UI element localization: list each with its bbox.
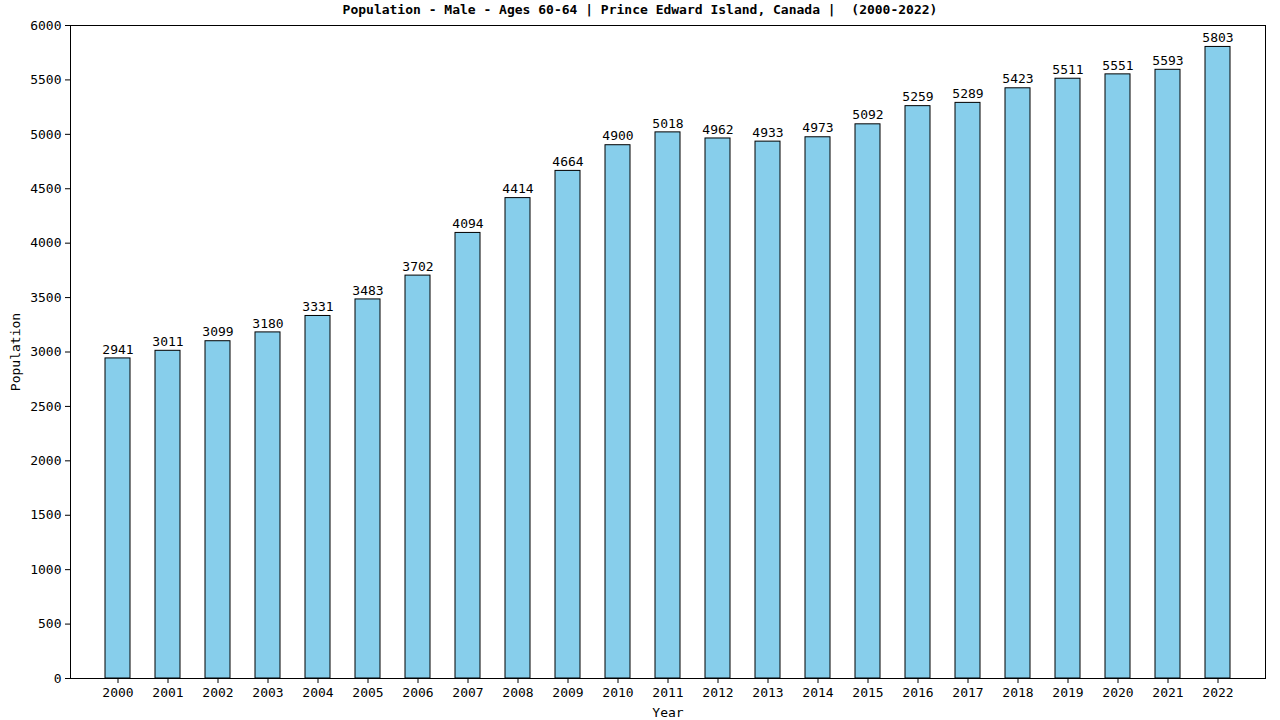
html-text:Population - Male - Ages 60-64: Population - Male - Ages 60-64 | Prince … [342, 2, 938, 17]
svg-text:2011: 2011 [652, 685, 683, 700]
svg-text:2006: 2006 [402, 685, 433, 700]
svg-text:4900: 4900 [602, 128, 633, 143]
svg-text:2001: 2001 [152, 685, 183, 700]
svg-text:2012: 2012 [702, 685, 733, 700]
svg-text:2014: 2014 [802, 685, 833, 700]
svg-text:5593: 5593 [1152, 53, 1183, 68]
svg-text:2000: 2000 [30, 453, 61, 468]
svg-text:4000: 4000 [30, 235, 61, 250]
svg-text:2000: 2000 [102, 685, 133, 700]
svg-text:4414: 4414 [502, 181, 533, 196]
svg-text:5511: 5511 [1052, 62, 1083, 77]
svg-text:4973: 4973 [802, 120, 833, 135]
svg-text:5000: 5000 [30, 126, 61, 141]
svg-text:5500: 5500 [30, 72, 61, 87]
svg-text:500: 500 [38, 616, 61, 631]
svg-text:4094: 4094 [452, 216, 483, 231]
svg-text:2941: 2941 [102, 342, 133, 357]
svg-text:0: 0 [54, 671, 62, 686]
svg-text:1500: 1500 [30, 507, 61, 522]
svg-text:2002: 2002 [202, 685, 233, 700]
svg-text:5092: 5092 [852, 107, 883, 122]
svg-text:Year: Year [652, 705, 683, 720]
svg-text:2022: 2022 [1202, 685, 1233, 700]
svg-text:3000: 3000 [30, 344, 61, 359]
svg-text:2018: 2018 [1002, 685, 1033, 700]
svg-text:5423: 5423 [1002, 71, 1033, 86]
svg-text:2019: 2019 [1052, 685, 1083, 700]
svg-text:2007: 2007 [452, 685, 483, 700]
svg-text:4962: 4962 [702, 122, 733, 137]
svg-text:Population: Population [8, 313, 23, 391]
svg-text:4664: 4664 [552, 154, 583, 169]
svg-text:2005: 2005 [352, 685, 383, 700]
svg-text:3500: 3500 [30, 290, 61, 305]
svg-text:2016: 2016 [902, 685, 933, 700]
svg-text:2017: 2017 [952, 685, 983, 700]
svg-text:2013: 2013 [752, 685, 783, 700]
svg-text:3483: 3483 [352, 283, 383, 298]
svg-text:6000: 6000 [30, 20, 61, 33]
svg-text:5289: 5289 [952, 86, 983, 101]
svg-text:2020: 2020 [1102, 685, 1133, 700]
svg-text:2021: 2021 [1152, 685, 1183, 700]
svg-text:2500: 2500 [30, 399, 61, 414]
svg-text:3331: 3331 [302, 299, 333, 314]
svg-text:1000: 1000 [30, 562, 61, 577]
svg-text:2003: 2003 [252, 685, 283, 700]
svg-text:3011: 3011 [152, 334, 183, 349]
svg-text:5803: 5803 [1202, 30, 1233, 45]
svg-text:2009: 2009 [552, 685, 583, 700]
svg-text:3180: 3180 [252, 316, 283, 331]
svg-text:4933: 4933 [752, 125, 783, 140]
svg-text:2004: 2004 [302, 685, 333, 700]
svg-text:5259: 5259 [902, 89, 933, 104]
svg-text:2015: 2015 [852, 685, 883, 700]
svg-text:2008: 2008 [502, 685, 533, 700]
svg-text:3702: 3702 [402, 259, 433, 274]
svg-text:5551: 5551 [1102, 58, 1133, 73]
svg-text:4500: 4500 [30, 181, 61, 196]
svg-text:2010: 2010 [602, 685, 633, 700]
svg-text:5018: 5018 [652, 116, 683, 131]
svg-text:3099: 3099 [202, 324, 233, 339]
